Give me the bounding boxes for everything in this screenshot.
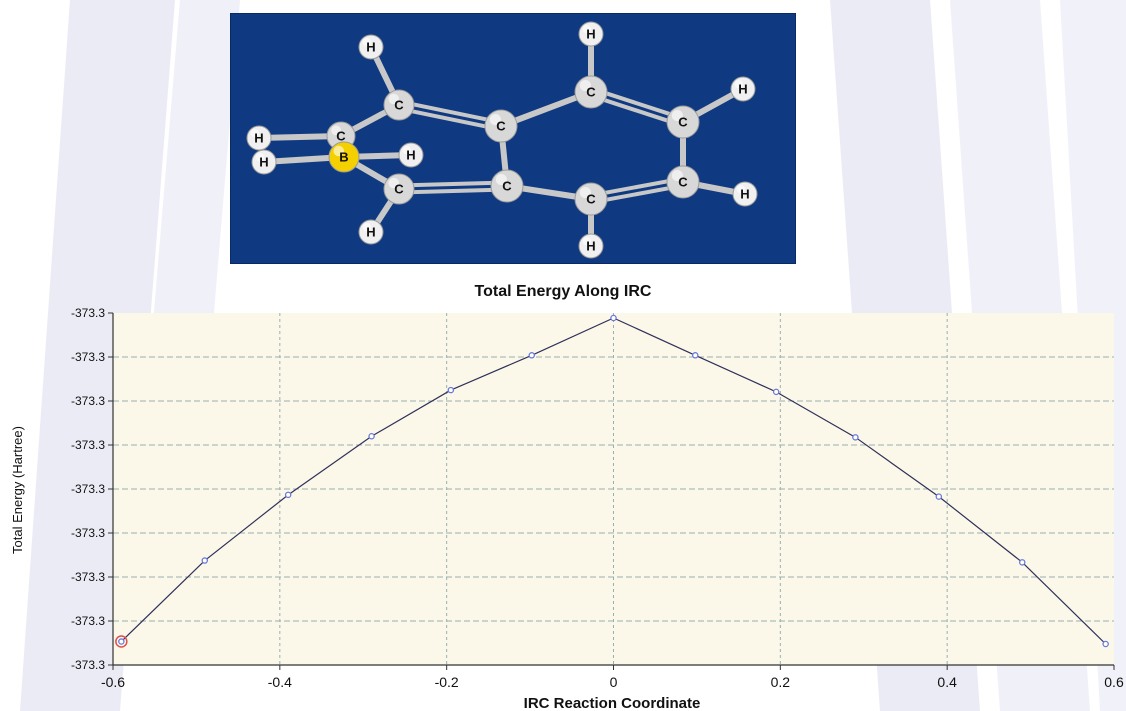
y-axis-label: Total Energy (Hartree) [10, 426, 25, 554]
y-tick-label: -373.3 [71, 658, 105, 672]
x-tick-label: 0.6 [1104, 674, 1124, 690]
axes [108, 312, 1115, 670]
x-tick-label: -0.6 [101, 674, 125, 690]
atom-label: H [586, 27, 595, 42]
data-point [528, 352, 536, 359]
x-tick-label: 0.4 [937, 674, 957, 690]
atom-label: H [254, 131, 263, 146]
atom-b: B [328, 141, 360, 173]
atom-label: H [740, 187, 749, 202]
x-axis-label: IRC Reaction Coordinate [524, 695, 701, 711]
y-tick-label: -373.3 [71, 306, 105, 320]
data-point [610, 314, 617, 322]
y-tick-label: -373.3 [71, 438, 105, 452]
atom-label: C [394, 182, 404, 197]
atom-h: H [398, 142, 424, 168]
atom-layer: H C H C H B H C H C C H C C H C H C H [246, 21, 758, 259]
bond [396, 180, 509, 188]
y-tick-label: -373.3 [71, 482, 105, 496]
atom-h: H [578, 233, 604, 259]
data-point [1018, 559, 1026, 566]
molecule-structure-panel: H C H C H B H C H C C H C C H C H C H [230, 13, 796, 264]
atom-h: H [358, 219, 384, 245]
atom-h: H [730, 76, 756, 102]
atom-c: C [383, 89, 415, 121]
tick-labels: -0.6 -0.4 -0.2 0 0.2 0.4 0.6 -373.3 -373.3 -373.3… [71, 306, 1124, 690]
bond [587, 93, 684, 128]
irc-energy-chart: -0.6 -0.4 -0.2 0 0.2 0.4 0.6 -373.3 -373.3 -373.3… [10, 306, 1124, 711]
x-tick-label: 0 [610, 674, 618, 690]
atom-label: H [366, 225, 375, 240]
data-point [772, 388, 780, 396]
atom-label: C [496, 119, 506, 134]
bond [397, 99, 504, 125]
atom-c: C [574, 182, 608, 216]
x-tick-label: -0.2 [435, 674, 459, 690]
atom-label: H [738, 82, 747, 97]
atom-label: B [339, 150, 348, 165]
atom-c: C [490, 169, 524, 203]
atom-label: H [406, 148, 415, 163]
molecule-structure-image: H C H C H B H C H C C H C C H C H C H [246, 21, 758, 259]
highlighted-point [115, 635, 128, 648]
chart-title: Total Energy Along IRC [474, 283, 652, 300]
atom-h: H [732, 181, 758, 207]
y-tick-label: -373.3 [71, 526, 105, 540]
bond [590, 86, 687, 121]
atom-c: C [666, 165, 700, 199]
atom-c: C [574, 75, 608, 109]
x-tick-label: 0.2 [771, 674, 791, 690]
data-point [201, 557, 209, 564]
y-tick-label: -373.3 [71, 614, 105, 628]
atom-label: C [678, 115, 688, 130]
atom-h: H [251, 149, 277, 175]
data-point [284, 491, 292, 499]
atom-h: H [578, 21, 604, 47]
data-point [447, 386, 455, 394]
atom-c: C [484, 109, 518, 143]
bond [396, 106, 503, 132]
atom-label: C [586, 192, 596, 207]
data-point [852, 434, 859, 441]
atom-label: C [394, 98, 404, 113]
atom-label: C [586, 85, 596, 100]
atom-label: C [336, 129, 346, 144]
atom-c: C [383, 173, 415, 205]
y-tick-label: -373.3 [71, 394, 105, 408]
bond [397, 187, 510, 195]
x-tick-label: -0.4 [268, 674, 292, 690]
data-point [691, 352, 699, 359]
series-layer [115, 314, 1109, 648]
data-point [935, 493, 943, 500]
data-point [118, 638, 125, 645]
y-tick-label: -373.3 [71, 350, 105, 364]
atom-h: H [246, 125, 272, 151]
atom-c: C [666, 105, 700, 139]
data-point [1102, 640, 1109, 648]
data-point [368, 433, 375, 440]
atom-label: C [502, 179, 512, 194]
grid-lines [113, 313, 1114, 665]
atom-label: H [586, 239, 595, 254]
atom-h: H [358, 34, 384, 60]
atom-label: C [678, 175, 688, 190]
atom-label: H [366, 40, 375, 55]
atom-label: H [259, 155, 268, 170]
y-tick-label: -373.3 [71, 570, 105, 584]
